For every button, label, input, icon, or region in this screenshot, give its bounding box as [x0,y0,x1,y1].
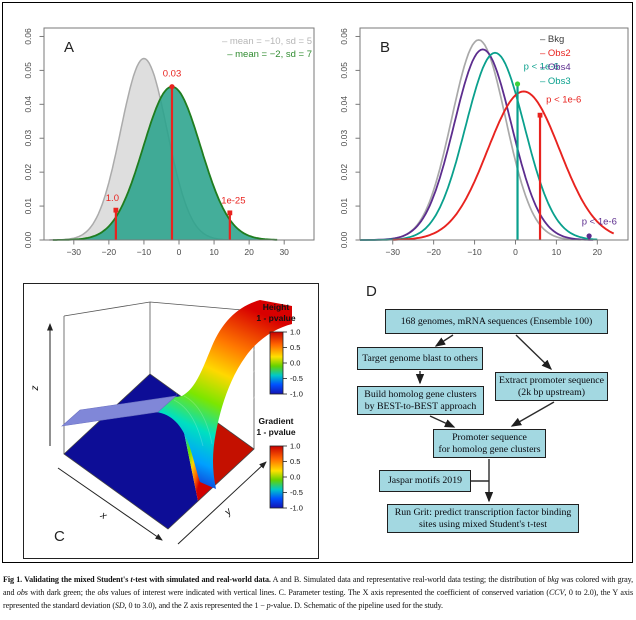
svg-text:0.05: 0.05 [339,62,349,79]
svg-text:0.06: 0.06 [23,28,33,45]
legend: – Bkg – Obs2 – Obs4 – Obs3 [540,34,571,87]
svg-text:0.02: 0.02 [23,164,33,181]
flowchart-node-blast: Target genome blast to others [357,347,483,370]
y-axis-label: y [222,506,235,519]
panel-d-letter: D [366,283,377,300]
svg-text:1.0: 1.0 [290,328,300,337]
svg-text:-1.0: -1.0 [290,390,303,399]
floor-gradient-heatmap [63,373,255,530]
svg-text:– mean = −10, sd = 5: – mean = −10, sd = 5 [222,36,312,47]
svg-text:0.03: 0.03 [339,130,349,147]
svg-text:– Obs2: – Obs2 [540,48,571,59]
svg-text:0.0: 0.0 [290,473,300,482]
svg-text:0.5: 0.5 [290,457,300,466]
svg-text:−30: −30 [67,247,82,257]
svg-text:−10: −10 [467,247,482,257]
surface-wireframe [63,301,255,454]
svg-text:– Obs3: – Obs3 [540,76,571,87]
svg-text:−20: −20 [102,247,117,257]
marker-lines: p < 1e-6 p < 1e-6 [514,62,592,240]
axes: −30 −20 −10 0 10 20 30 0.00 0.01 0.02 0.03 0.04 0.05… [23,27,315,257]
svg-text:−20: −20 [426,247,441,257]
svg-text:10: 10 [209,247,219,257]
surface-low-plateau [61,395,177,427]
svg-text:– mean = −2, sd = 7: – mean = −2, sd = 7 [227,49,312,60]
colorbar-height: Height 1 - pvalue [256,302,296,395]
svg-text:0.05: 0.05 [23,62,33,79]
svg-text:0: 0 [177,247,182,257]
flowchart-node-extract-promoter: Extract promoter sequence (2k bp upstrea… [495,372,608,401]
flowchart-node-promoter-sequence: Promoter sequence for homolog gene clust… [433,429,546,458]
panel-c-letter: C [54,528,65,545]
svg-text:0.04: 0.04 [339,96,349,113]
x-axis-label: x [97,509,109,522]
colorbar-height-title: Height [263,302,290,312]
axes: −30 −20 −10 0 10 20 0.00 0.01 0.02 0.03 0.04 0.05 0.… [339,27,629,257]
svg-text:– Obs4: – Obs4 [540,62,571,73]
svg-text:– Bkg: – Bkg [540,34,564,45]
svg-text:0.03: 0.03 [23,130,33,147]
svg-text:-0.5: -0.5 [290,488,303,497]
panel-d-flowchart: D 168 genomes, mRNA sequences (Ensemble … [330,283,632,559]
svg-text:0.0: 0.0 [290,359,300,368]
figure-caption: Fig 1. Validating the mixed Student's t-… [3,575,634,611]
svg-text:0.04: 0.04 [23,96,33,113]
annotation: p < 1e-6 [582,216,617,227]
figure-frame [2,2,633,563]
panel-c-plot: z x y Height 1 - pvalue Gradient 1 - pva… [30,300,303,545]
svg-text:20: 20 [593,247,603,257]
x-axis-arrow [57,467,163,541]
legend: – mean = −10, sd = 5 – mean = −2, sd = 7 [222,36,312,60]
svg-text:−10: −10 [137,247,152,257]
density-series [49,57,278,241]
flowchart-node-jaspar: Jaspar motifs 2019 [379,470,471,492]
svg-text:0.02: 0.02 [339,164,349,181]
density-series [360,39,615,241]
panel-c-3d-surface: z x y Height 1 - pvalue Gradient 1 - pva… [23,283,319,559]
svg-text:30: 30 [279,247,289,257]
svg-text:0: 0 [513,247,518,257]
svg-text:0.00: 0.00 [339,231,349,248]
svg-text:0.03: 0.03 [163,69,182,80]
svg-text:10: 10 [552,247,562,257]
panel-letter: A [64,39,74,56]
svg-text:−30: −30 [386,247,401,257]
svg-text:1.0: 1.0 [290,442,300,451]
svg-text:-0.5: -0.5 [290,374,303,383]
svg-text:-1.0: -1.0 [290,504,303,513]
svg-text:p < 1e-6: p < 1e-6 [546,94,581,105]
svg-text:0.01: 0.01 [23,198,33,215]
panel-letter: B [380,39,390,56]
svg-text:0.01: 0.01 [339,198,349,215]
y-axis-arrow [177,461,267,545]
colorbar-gradient: Gradient 1 - pvalue [256,416,296,509]
svg-text:1e-25: 1e-25 [221,195,245,206]
flowchart-arrows [415,334,555,503]
flowchart-node-genomes: 168 genomes, mRNA sequences (Ensemble 10… [385,309,608,334]
z-axis-label: z [30,386,41,392]
panel-a-density-plot: 1.0 0.03 1e-25 −30 −20 −10 0 10 20 30 0.00 0.01 0.02… [23,27,315,257]
axis-arrows [47,323,267,545]
svg-text:20: 20 [244,247,254,257]
svg-text:0.00: 0.00 [23,231,33,248]
svg-text:0.06: 0.06 [339,28,349,45]
flowchart-node-run-grit: Run Grit: predict transcription factor b… [387,504,579,533]
colorbar-height-subtitle: 1 - pvalue [256,313,295,323]
svg-text:0.5: 0.5 [290,343,300,352]
marker-lines: 1.0 0.03 1e-25 [106,69,246,240]
colorbar-gradient-title: Gradient [259,416,294,426]
colorbar-gradient-subtitle: 1 - pvalue [256,427,295,437]
svg-text:p < 1e-6: p < 1e-6 [524,62,559,73]
flowchart-node-homolog-clusters: Build homolog gene clusters by BEST-to-B… [357,386,484,415]
panel-b-density-plot: p < 1e-6 p < 1e-6 p < 1e-6 −30 −20 −10 0 10 20 0.… [339,27,629,257]
svg-text:1.0: 1.0 [106,193,119,204]
